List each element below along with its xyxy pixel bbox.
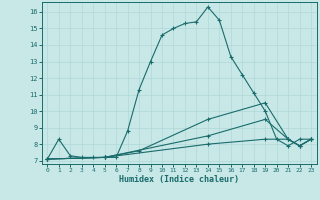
X-axis label: Humidex (Indice chaleur): Humidex (Indice chaleur)	[119, 175, 239, 184]
